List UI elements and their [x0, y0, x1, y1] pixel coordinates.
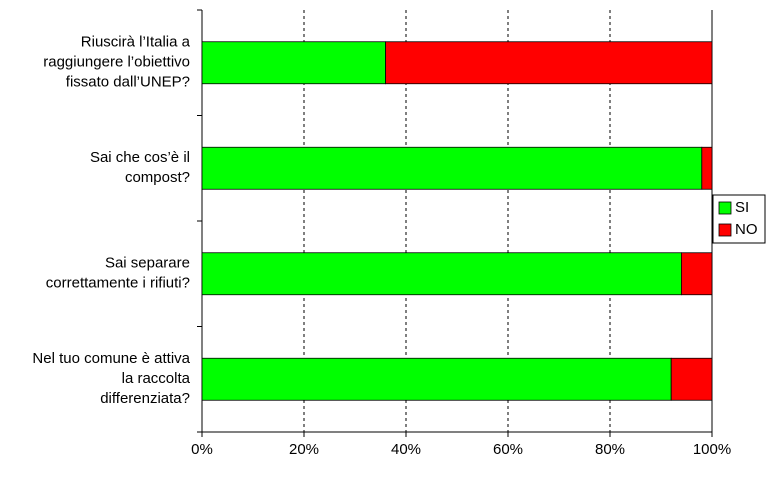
x-tick-label: 100%	[693, 441, 731, 458]
bar-segment	[201, 146, 703, 190]
legend-label: SI	[735, 199, 749, 216]
y-tick-label: fissato dall’UNEP?	[66, 74, 190, 91]
x-tick-label: 0%	[191, 441, 213, 458]
y-tick-label: Sai separare	[105, 255, 190, 272]
bar-segment	[201, 41, 387, 85]
bar-segment	[201, 252, 682, 296]
y-tick-label: differenziata?	[100, 390, 190, 407]
y-tick-label: compost?	[125, 169, 190, 186]
y-tick-label: raggiungere l’obiettivo	[43, 54, 190, 71]
x-tick-label: 80%	[595, 441, 625, 458]
bar-segment	[670, 357, 713, 401]
x-tick-label: 40%	[391, 441, 421, 458]
legend-swatch	[718, 223, 732, 237]
y-tick-label: correttamente i rifiuti?	[46, 275, 190, 292]
y-tick-label: Sai che cos’è il	[90, 149, 190, 166]
y-tick-label: Nel tuo comune è attiva	[32, 350, 190, 367]
bar-segment	[701, 146, 713, 190]
legend-swatch	[718, 201, 732, 215]
y-tick-label: Riuscirà l’Italia a	[81, 34, 191, 51]
x-tick-label: 60%	[493, 441, 523, 458]
bar-segment	[681, 252, 713, 296]
x-tick-label: 20%	[289, 441, 319, 458]
bar-segment	[201, 357, 672, 401]
bar-segment	[385, 41, 713, 85]
y-tick-label: la raccolta	[122, 370, 191, 387]
legend-label: NO	[735, 221, 758, 238]
